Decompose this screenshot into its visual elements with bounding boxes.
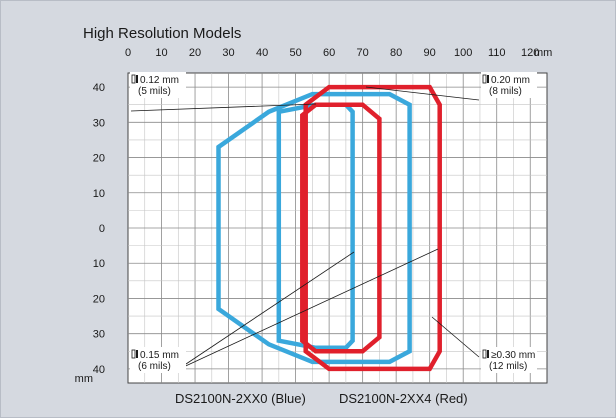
leader-line bbox=[176, 248, 439, 371]
annotation-box bbox=[481, 347, 537, 373]
res-0-12-mils: (5 mils) bbox=[138, 86, 171, 97]
series-red-4 bbox=[303, 84, 442, 372]
series-blue-2 bbox=[216, 91, 412, 365]
res-0-20-mils: (8 mils) bbox=[489, 86, 522, 97]
barcode-icon bbox=[482, 349, 489, 359]
annotation-box bbox=[130, 347, 186, 373]
x-tick-label: 20 bbox=[189, 47, 201, 59]
leader-line bbox=[431, 316, 480, 358]
caption-blue: DS2100N-2XX0 (Blue) bbox=[175, 391, 306, 406]
res-0-12-value: 0.12 mm bbox=[140, 75, 179, 86]
grid bbox=[127, 72, 548, 384]
x-tick-label: 0 bbox=[125, 47, 131, 59]
barcode-icon bbox=[131, 74, 138, 84]
x-tick-label: 110 bbox=[488, 47, 506, 59]
x-tick-label: 70 bbox=[357, 47, 369, 59]
annotation-box bbox=[130, 72, 186, 98]
y-tick-label: 40 bbox=[93, 364, 105, 376]
x-tick-label: 40 bbox=[256, 47, 268, 59]
leader-line bbox=[176, 251, 355, 371]
x-tick-label: 80 bbox=[390, 47, 402, 59]
res-0-30-value: ≥0.30 mm bbox=[491, 350, 535, 361]
res-0-20-value: 0.20 mm bbox=[491, 75, 530, 86]
y-tick-label: 30 bbox=[93, 329, 105, 341]
y-tick-label: 10 bbox=[93, 258, 105, 270]
leader-line bbox=[130, 103, 317, 112]
x-tick-label: 50 bbox=[289, 47, 301, 59]
caption-red: DS2100N-2XX4 (Red) bbox=[339, 391, 468, 406]
axes: 0 10 20 30 40 50 60 70 80 90 100 110 120mm4030201001… bbox=[75, 47, 553, 385]
annotation-box bbox=[481, 72, 537, 98]
barcode-icon bbox=[482, 74, 489, 84]
y-tick-label: 40 bbox=[93, 82, 105, 94]
y-tick-label: 30 bbox=[93, 117, 105, 129]
res-0-15-value: 0.15 mm bbox=[140, 350, 179, 361]
y-tick-label: 0 bbox=[99, 223, 105, 235]
x-tick-label: 60 bbox=[323, 47, 335, 59]
leader-line bbox=[365, 86, 480, 101]
x-tick-label: 30 bbox=[222, 47, 234, 59]
y-tick-label: 20 bbox=[93, 293, 105, 305]
annotations: 0.12 mm(5 mils) 0.20 mm(8 mils) 0.15 mm(6 … bbox=[130, 72, 537, 373]
res-0-30-mils: (12 mils) bbox=[489, 361, 527, 372]
y-tick-label: 10 bbox=[93, 188, 105, 200]
x-tick-label: 90 bbox=[424, 47, 436, 59]
y-tick-label: 20 bbox=[93, 153, 105, 165]
series-group bbox=[216, 84, 442, 372]
x-tick-label: 10 bbox=[155, 47, 167, 59]
y-unit-label: mm bbox=[75, 373, 93, 385]
res-0-15-mils: (6 mils) bbox=[138, 361, 171, 372]
x-tick-label: 100 bbox=[454, 47, 472, 59]
barcode-icon bbox=[131, 349, 138, 359]
x-tick-label: 120 bbox=[521, 47, 539, 59]
chart-title: High Resolution Models bbox=[83, 25, 241, 42]
x-unit-label: mm bbox=[534, 47, 552, 59]
